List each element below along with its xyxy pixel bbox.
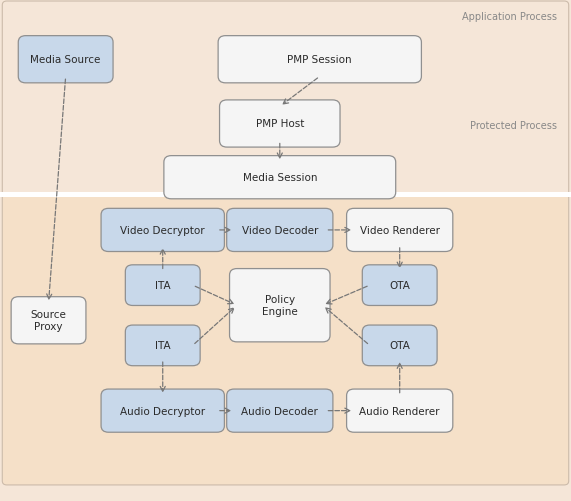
Text: Protected Process: Protected Process <box>470 121 557 131</box>
Text: Video Renderer: Video Renderer <box>360 225 440 235</box>
FancyBboxPatch shape <box>227 209 333 252</box>
Text: Application Process: Application Process <box>462 12 557 22</box>
FancyBboxPatch shape <box>227 389 333 432</box>
FancyBboxPatch shape <box>101 209 224 252</box>
FancyBboxPatch shape <box>125 326 200 366</box>
Text: Audio Renderer: Audio Renderer <box>360 406 440 416</box>
FancyBboxPatch shape <box>362 326 437 366</box>
Text: ITA: ITA <box>155 341 171 351</box>
FancyBboxPatch shape <box>347 209 453 252</box>
FancyBboxPatch shape <box>347 389 453 432</box>
FancyBboxPatch shape <box>230 269 330 342</box>
Text: PMP Session: PMP Session <box>287 55 352 65</box>
FancyBboxPatch shape <box>164 156 396 199</box>
FancyBboxPatch shape <box>362 266 437 306</box>
FancyBboxPatch shape <box>125 266 200 306</box>
Text: Source
Proxy: Source Proxy <box>31 310 66 332</box>
FancyBboxPatch shape <box>101 389 224 432</box>
Text: Policy
Engine: Policy Engine <box>262 295 297 317</box>
FancyBboxPatch shape <box>219 101 340 148</box>
FancyBboxPatch shape <box>218 37 421 84</box>
Text: Audio Decryptor: Audio Decryptor <box>120 406 206 416</box>
Text: PMP Host: PMP Host <box>256 119 304 129</box>
Text: Media Source: Media Source <box>30 55 101 65</box>
Text: Media Session: Media Session <box>243 173 317 183</box>
Text: OTA: OTA <box>389 281 410 291</box>
Text: ITA: ITA <box>155 281 171 291</box>
Text: Audio Decoder: Audio Decoder <box>242 406 318 416</box>
FancyBboxPatch shape <box>2 194 569 485</box>
Bar <box>0 193 571 198</box>
Text: Video Decryptor: Video Decryptor <box>120 225 205 235</box>
FancyBboxPatch shape <box>11 297 86 344</box>
FancyBboxPatch shape <box>18 37 113 84</box>
Text: Video Decoder: Video Decoder <box>242 225 318 235</box>
FancyBboxPatch shape <box>2 2 569 197</box>
Text: OTA: OTA <box>389 341 410 351</box>
